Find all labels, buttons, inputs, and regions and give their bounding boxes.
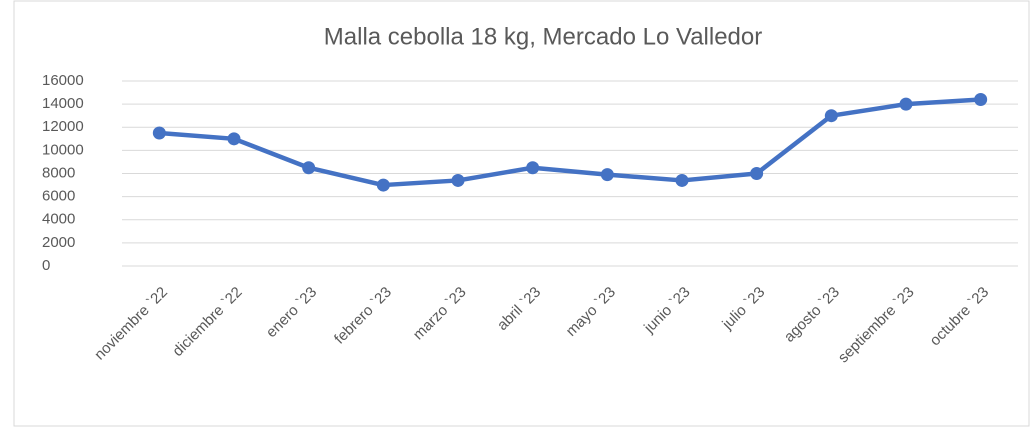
x-tick-label: junio `23 (640, 284, 693, 337)
line (159, 97, 981, 188)
marker (899, 97, 913, 111)
marker (600, 168, 614, 182)
marker (974, 93, 988, 106)
x-tick-label: agosto `23 (781, 284, 843, 346)
x-tick-label: mayo `23 (563, 284, 619, 340)
x-tick-label: julio `23 (718, 284, 768, 334)
marker (376, 178, 390, 192)
marker (675, 173, 689, 187)
marker (302, 161, 316, 175)
marker (526, 161, 540, 175)
x-tick-label: octubre `23 (927, 284, 993, 350)
y-tick-label: 4000 (42, 211, 75, 228)
x-tick-label: enero `23 (263, 284, 320, 341)
x-tick-label: febrero `23 (331, 284, 395, 348)
x-tick-label: abril `23 (494, 284, 544, 334)
marker (451, 173, 465, 187)
x-tick-label: marzo `23 (410, 284, 470, 344)
x-tick-label: septiembre `23 (835, 284, 918, 367)
marker (227, 132, 241, 146)
chart-title: Malla cebolla 18 kg, Mercado Lo Valledor (324, 23, 762, 50)
y-tick-label: 12000 (42, 118, 84, 135)
y-tick-label: 14000 (42, 95, 84, 112)
x-tick-label: diciembre `22 (169, 284, 245, 360)
marker (824, 109, 838, 123)
x-tick-label: noviembre `22 (91, 284, 171, 364)
y-tick-label: 6000 (42, 188, 75, 205)
y-tick-label: 8000 (42, 164, 75, 181)
chart-frame (13, 0, 1030, 427)
marker (152, 126, 166, 140)
y-tick-label: 16000 (42, 72, 84, 89)
marker (750, 167, 764, 180)
y-tick-label: 10000 (42, 141, 84, 158)
y-tick-label: 0 (42, 257, 50, 274)
y-tick-label: 2000 (42, 234, 75, 251)
